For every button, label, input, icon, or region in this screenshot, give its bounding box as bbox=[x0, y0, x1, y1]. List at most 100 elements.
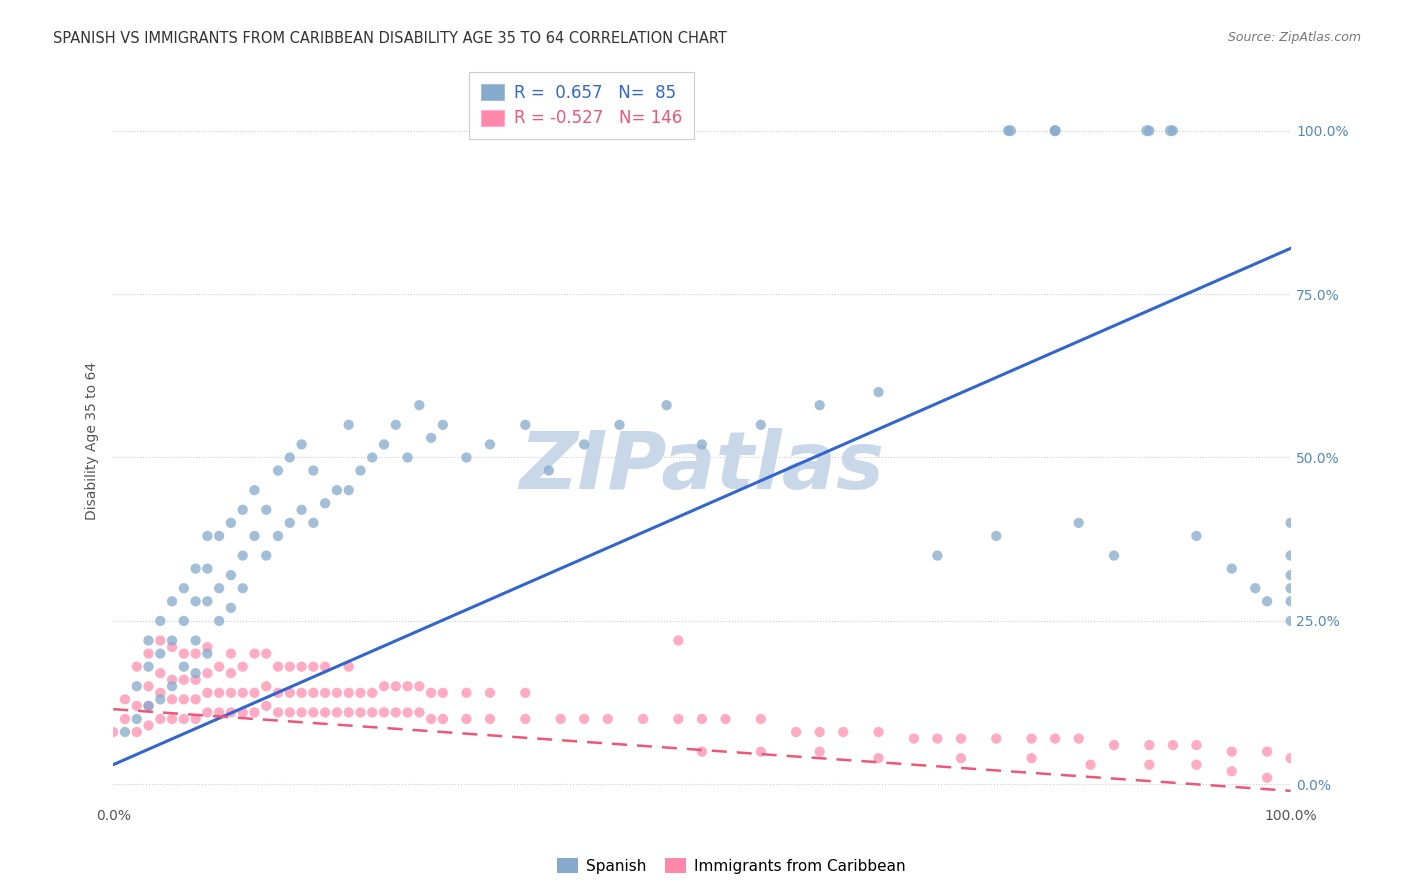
Point bbox=[1244, 581, 1267, 595]
Point bbox=[173, 659, 195, 673]
Point bbox=[609, 417, 631, 432]
Point bbox=[314, 686, 336, 700]
Point bbox=[314, 706, 336, 720]
Point bbox=[195, 686, 218, 700]
Point bbox=[173, 614, 195, 628]
Point bbox=[219, 686, 242, 700]
Point bbox=[232, 549, 254, 563]
Point bbox=[396, 450, 419, 465]
Point bbox=[160, 594, 183, 608]
Point bbox=[666, 633, 689, 648]
Point bbox=[903, 731, 925, 746]
Point bbox=[184, 561, 207, 575]
Point bbox=[1000, 123, 1022, 137]
Point bbox=[420, 712, 443, 726]
Point bbox=[420, 431, 443, 445]
Y-axis label: Disability Age 35 to 64: Disability Age 35 to 64 bbox=[86, 362, 100, 520]
Point bbox=[302, 516, 325, 530]
Point bbox=[160, 692, 183, 706]
Point bbox=[1185, 757, 1208, 772]
Point bbox=[290, 659, 312, 673]
Point bbox=[949, 751, 972, 765]
Point bbox=[254, 503, 277, 517]
Point bbox=[690, 745, 713, 759]
Point bbox=[1080, 757, 1102, 772]
Point bbox=[690, 437, 713, 451]
Point bbox=[125, 679, 148, 693]
Point bbox=[290, 437, 312, 451]
Point bbox=[208, 614, 231, 628]
Point bbox=[349, 686, 371, 700]
Point bbox=[149, 614, 172, 628]
Point bbox=[337, 706, 360, 720]
Point bbox=[125, 698, 148, 713]
Point bbox=[1067, 731, 1090, 746]
Point bbox=[1043, 731, 1066, 746]
Point bbox=[997, 123, 1019, 137]
Point bbox=[290, 503, 312, 517]
Point bbox=[103, 725, 125, 739]
Point bbox=[1220, 764, 1243, 779]
Point bbox=[478, 712, 501, 726]
Point bbox=[572, 712, 595, 726]
Point bbox=[254, 679, 277, 693]
Point bbox=[302, 706, 325, 720]
Point bbox=[1279, 568, 1302, 582]
Point bbox=[832, 725, 855, 739]
Point bbox=[1185, 738, 1208, 752]
Point bbox=[326, 483, 349, 498]
Point bbox=[1137, 123, 1160, 137]
Point bbox=[373, 679, 395, 693]
Point bbox=[361, 686, 384, 700]
Point bbox=[1220, 561, 1243, 575]
Point bbox=[1043, 123, 1066, 137]
Point bbox=[173, 673, 195, 687]
Point bbox=[173, 581, 195, 595]
Point bbox=[290, 706, 312, 720]
Point bbox=[208, 659, 231, 673]
Point bbox=[349, 706, 371, 720]
Point bbox=[208, 686, 231, 700]
Point bbox=[596, 712, 619, 726]
Point bbox=[1256, 594, 1278, 608]
Point bbox=[195, 640, 218, 654]
Point bbox=[267, 464, 290, 478]
Point bbox=[927, 549, 949, 563]
Point bbox=[1136, 123, 1159, 137]
Point bbox=[1279, 594, 1302, 608]
Point bbox=[515, 712, 537, 726]
Point bbox=[749, 712, 772, 726]
Point bbox=[1256, 771, 1278, 785]
Point bbox=[749, 417, 772, 432]
Point bbox=[232, 686, 254, 700]
Point bbox=[408, 706, 430, 720]
Point bbox=[1161, 738, 1184, 752]
Point bbox=[243, 483, 266, 498]
Point bbox=[278, 450, 301, 465]
Point bbox=[138, 718, 160, 732]
Point bbox=[373, 437, 395, 451]
Point bbox=[232, 503, 254, 517]
Point bbox=[384, 417, 406, 432]
Point bbox=[432, 417, 454, 432]
Point bbox=[666, 712, 689, 726]
Point bbox=[1256, 745, 1278, 759]
Point bbox=[1279, 549, 1302, 563]
Point bbox=[114, 725, 136, 739]
Point bbox=[184, 666, 207, 681]
Point bbox=[432, 712, 454, 726]
Point bbox=[396, 706, 419, 720]
Point bbox=[219, 516, 242, 530]
Point bbox=[219, 666, 242, 681]
Point bbox=[290, 686, 312, 700]
Point bbox=[1161, 123, 1184, 137]
Point bbox=[408, 398, 430, 412]
Point bbox=[408, 679, 430, 693]
Point bbox=[195, 594, 218, 608]
Point bbox=[149, 633, 172, 648]
Point bbox=[173, 647, 195, 661]
Point bbox=[149, 686, 172, 700]
Point bbox=[149, 647, 172, 661]
Text: SPANISH VS IMMIGRANTS FROM CARIBBEAN DISABILITY AGE 35 TO 64 CORRELATION CHART: SPANISH VS IMMIGRANTS FROM CARIBBEAN DIS… bbox=[53, 31, 727, 46]
Point bbox=[349, 464, 371, 478]
